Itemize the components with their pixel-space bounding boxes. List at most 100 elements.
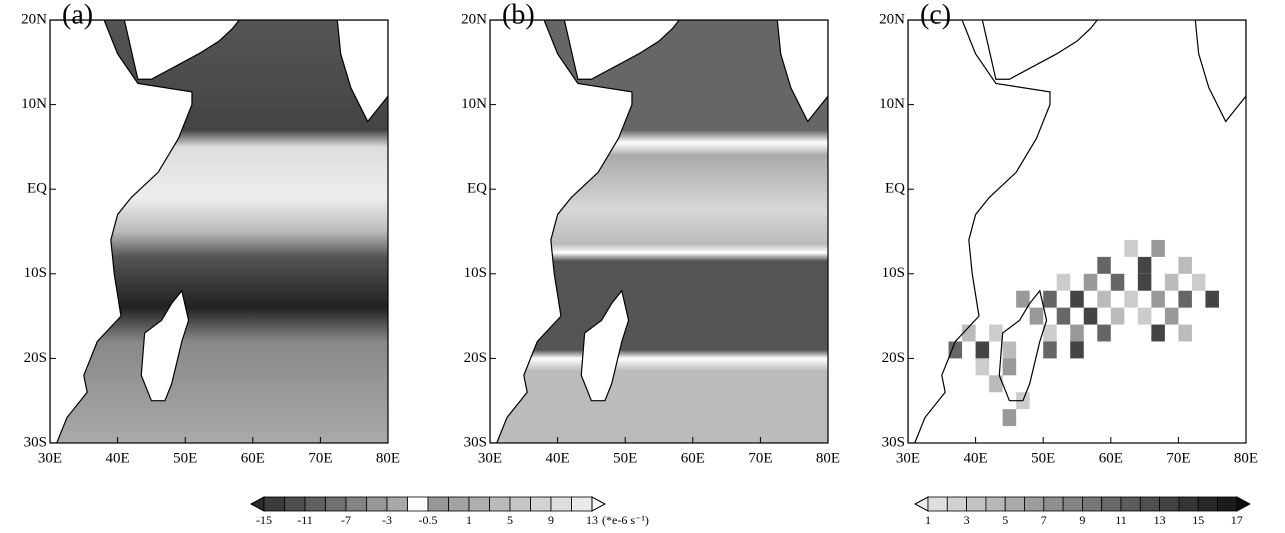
x-tick-label: 40E	[964, 450, 988, 466]
colorbar-box	[263, 496, 285, 512]
coastline	[563, 20, 681, 80]
colorbar-label: -7	[341, 513, 351, 527]
coastline	[1194, 20, 1246, 123]
colorbar-box	[468, 496, 490, 512]
x-tick-label: 30E	[38, 450, 62, 466]
grid-cell	[1178, 290, 1192, 308]
colorbar-box	[530, 496, 552, 512]
colorbar-box	[325, 496, 347, 512]
colorbar-label: 3	[964, 513, 970, 527]
y-tick-label: EQ	[467, 181, 487, 197]
coastline	[908, 20, 1051, 443]
grid-cell	[1124, 290, 1138, 308]
grid-cell	[1002, 409, 1017, 427]
colorbar-box	[966, 496, 987, 512]
coastline	[981, 20, 1099, 80]
y-tick-label: 30S	[882, 434, 905, 450]
colorbar-arrow	[913, 496, 929, 512]
grid-cell	[989, 324, 1003, 342]
colorbar-label: 5	[507, 513, 513, 527]
colorbar-label: 7	[1041, 513, 1047, 527]
x-tick-label: 70E	[748, 450, 772, 466]
colorbar-box	[927, 496, 948, 512]
colorbar-label: 15	[1192, 513, 1204, 527]
colorbar-box	[366, 496, 388, 512]
colorbar-label: 9	[548, 513, 554, 527]
grid-cell	[1097, 290, 1111, 308]
x-tick-label: 40E	[106, 450, 130, 466]
y-tick-label: EQ	[27, 181, 47, 197]
grid-cell	[1191, 273, 1206, 291]
x-tick-label: 80E	[816, 450, 840, 466]
grid-cell	[1083, 307, 1098, 325]
x-tick-label: 80E	[376, 450, 400, 466]
colorbar-label: 1	[925, 513, 931, 527]
colorbar-box	[571, 496, 593, 512]
colorbar-label: -3	[382, 513, 392, 527]
colorbar-box	[304, 496, 326, 512]
x-tick-label: 40E	[546, 450, 570, 466]
colorbar-box	[448, 496, 470, 512]
y-tick-label: 20S	[882, 350, 905, 366]
y-tick-label: 10S	[24, 265, 47, 281]
grid-cell	[1070, 341, 1084, 359]
grid-cell	[1205, 290, 1219, 308]
colorbar-label: 9	[1079, 513, 1085, 527]
panel-label: (b)	[502, 0, 535, 30]
colorbar-box	[1197, 496, 1218, 512]
colorbar-box	[1082, 496, 1103, 512]
grid-cell	[962, 324, 976, 342]
frame	[489, 19, 829, 444]
y-tick-label: 30S	[464, 434, 487, 450]
colorbar-box	[1101, 496, 1122, 512]
colorbar-box	[345, 496, 367, 512]
map-panel: (a) 30E 40E 50E 60E 70E 80E 20N 10N EQ 10S 20S 30S	[21, 0, 400, 466]
y-tick-label: 10N	[21, 96, 47, 112]
colorbar-box	[427, 496, 449, 512]
colorbar-arrow	[249, 496, 265, 512]
grid-cell	[1043, 290, 1057, 308]
y-tick-label: EQ	[885, 181, 905, 197]
colorbar-box	[1217, 496, 1238, 512]
grid-cell	[948, 341, 963, 359]
frame	[49, 19, 389, 444]
grid-cell	[1110, 273, 1125, 291]
frame	[907, 19, 1247, 444]
grid-cell	[1097, 324, 1111, 342]
x-tick-label: 60E	[681, 450, 705, 466]
y-tick-label: 20S	[464, 350, 487, 366]
colorbar-label: 13	[586, 513, 598, 527]
grid-cell	[1151, 290, 1165, 308]
colorbar-box	[1062, 496, 1083, 512]
grid-cell	[975, 358, 990, 376]
grid-cell	[1151, 239, 1165, 257]
y-tick-label: 20N	[879, 11, 905, 27]
grid-cell	[1124, 239, 1138, 257]
x-tick-label: 50E	[1031, 450, 1055, 466]
y-tick-label: 10N	[461, 96, 487, 112]
grid-cell	[975, 341, 990, 359]
colorbar-box	[489, 496, 511, 512]
colorbar-label: 5	[1002, 513, 1008, 527]
map-content	[50, 20, 388, 443]
colorbar-box	[407, 496, 429, 512]
grid-cell	[1056, 307, 1071, 325]
grid-cell	[1070, 324, 1084, 342]
grid-cell	[1070, 290, 1084, 308]
grid-cell	[1016, 290, 1030, 308]
grid-cell	[1178, 256, 1192, 274]
y-tick-label: 10S	[464, 265, 487, 281]
colorbar-box	[1004, 496, 1025, 512]
colorbar-box	[946, 496, 967, 512]
colorbar-label: 1	[466, 513, 472, 527]
colorbar-label: -11	[297, 513, 313, 527]
colorbar-box	[509, 496, 531, 512]
grid-cell	[1164, 273, 1179, 291]
panel-label: (c)	[920, 0, 951, 30]
x-tick-label: 30E	[478, 450, 502, 466]
coastline	[140, 289, 190, 402]
colorbar-box	[1139, 496, 1161, 512]
grid-cell	[1002, 358, 1017, 376]
y-tick-label: 20S	[24, 350, 47, 366]
